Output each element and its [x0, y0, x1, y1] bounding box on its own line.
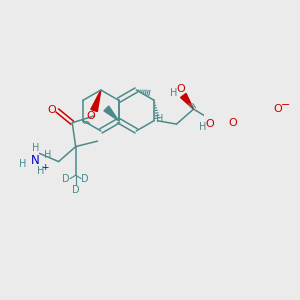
Text: H: H: [20, 159, 27, 169]
Text: N: N: [31, 154, 40, 167]
Text: +: +: [41, 163, 49, 172]
Polygon shape: [104, 106, 119, 121]
Text: D: D: [81, 174, 89, 184]
Text: H: H: [170, 88, 178, 98]
Polygon shape: [181, 93, 194, 109]
Text: D: D: [62, 174, 70, 184]
Text: O: O: [176, 84, 185, 94]
Text: H: H: [44, 150, 51, 160]
Polygon shape: [213, 107, 226, 120]
Text: O: O: [86, 111, 95, 121]
Text: O: O: [228, 118, 237, 128]
Text: O: O: [47, 106, 56, 116]
Text: −: −: [281, 100, 290, 110]
Polygon shape: [91, 90, 101, 112]
Text: D: D: [72, 185, 80, 195]
Text: H: H: [156, 114, 163, 124]
Text: H: H: [37, 166, 45, 176]
Text: O: O: [206, 119, 214, 129]
Text: H: H: [199, 122, 206, 132]
Text: O: O: [273, 104, 282, 114]
Text: H: H: [32, 143, 39, 153]
